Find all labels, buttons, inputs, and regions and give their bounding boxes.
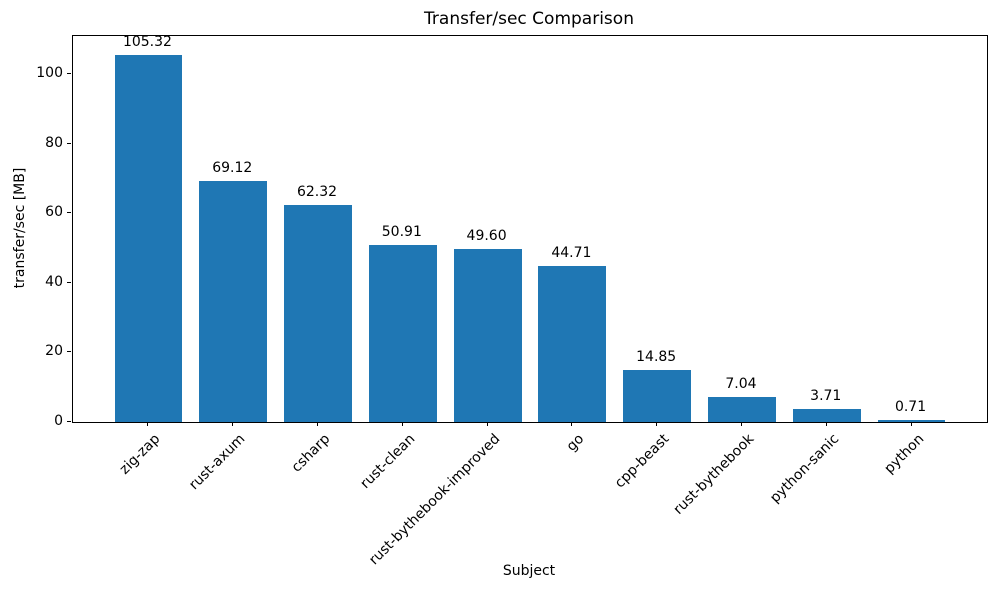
x-tick-mark [486,422,488,426]
y-tick-label: 40 [45,273,63,290]
x-tick-mark [825,422,827,426]
bar [368,244,437,422]
bar [708,397,776,422]
bar-value-label: 50.91 [381,223,422,240]
x-axis-label: Subject [502,563,556,579]
bar-value-label: 7.04 [725,376,757,393]
x-tick-label: cpp-beast [612,431,673,492]
x-tick-mark [656,422,658,426]
bar [114,55,183,422]
bar [792,409,861,422]
bar [284,205,352,422]
y-tick-mark [67,142,71,144]
x-tick-label: rust-bythebook [670,431,758,518]
y-tick-mark [67,281,71,283]
x-tick-mark [740,422,742,426]
x-tick-label: python [880,431,927,477]
y-tick-label: 60 [45,204,63,221]
chart-title: Transfer/sec Comparison [424,9,634,29]
bar [538,266,607,422]
x-tick-mark [910,422,912,426]
x-tick-label: rust-clean [357,431,419,492]
y-tick-mark [67,421,71,422]
bar-value-label: 105.32 [122,34,172,51]
bar-value-label: 62.32 [296,184,338,201]
bar-value-label: 69.12 [212,160,253,177]
plot-area [72,35,988,423]
bar [199,181,268,422]
x-tick-mark [401,422,403,426]
y-tick-label: 20 [45,343,63,360]
bar [877,419,946,422]
y-tick-label: 0 [54,413,63,429]
x-tick-label: csharp [288,431,334,476]
x-tick-mark [232,422,234,426]
x-tick-mark [571,422,573,426]
x-tick-label: rust-axum [186,431,249,494]
y-tick-mark [67,72,71,74]
x-tick-mark [147,422,149,426]
x-tick-label: python-sanic [766,431,843,507]
bar-value-label: 0.71 [894,398,927,415]
y-tick-mark [67,212,71,214]
bar-value-label: 44.71 [551,245,592,262]
bar [623,370,692,422]
y-tick-mark [67,351,71,353]
y-axis-label: transfer/sec [MB] [12,167,28,289]
x-tick-label: go [564,431,588,455]
bar [453,249,522,422]
y-tick-label: 80 [45,134,63,151]
bar-value-label: 49.60 [466,228,507,245]
y-tick-label: 100 [36,64,63,81]
bar-value-label: 14.85 [636,349,677,366]
bar-value-label: 3.71 [810,388,842,405]
x-tick-label: zig-zap [117,431,164,478]
x-tick-mark [317,422,319,426]
